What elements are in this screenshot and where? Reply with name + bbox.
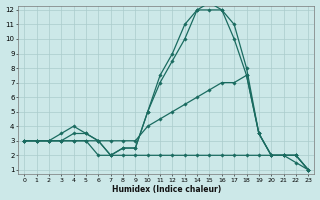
X-axis label: Humidex (Indice chaleur): Humidex (Indice chaleur) [112, 185, 221, 194]
